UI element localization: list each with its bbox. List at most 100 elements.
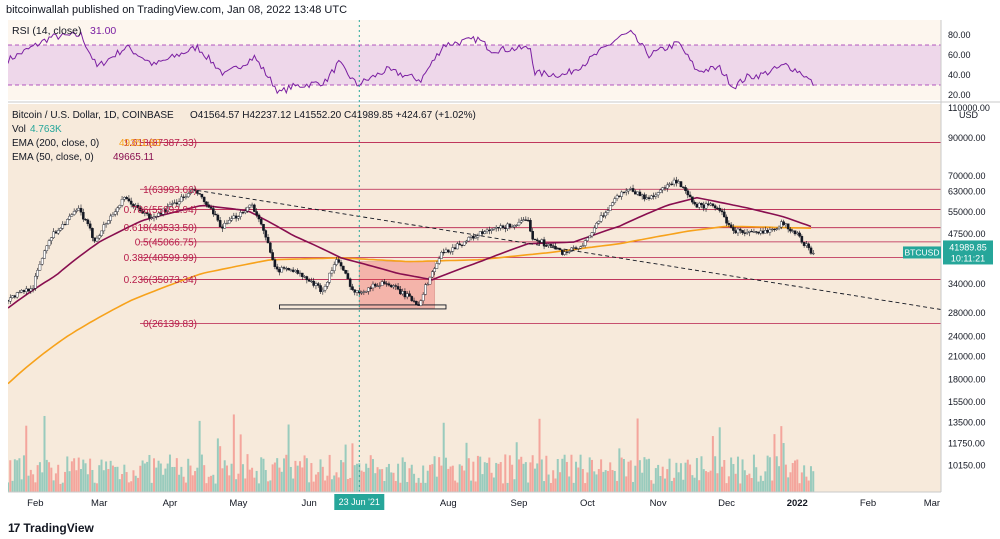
volume-bar xyxy=(130,481,133,492)
volume-bar xyxy=(381,469,384,492)
volume-label: Vol xyxy=(12,124,26,135)
volume-bar xyxy=(93,482,96,492)
candle-body xyxy=(168,204,172,207)
candle-body xyxy=(672,179,676,185)
volume-bar xyxy=(508,455,511,492)
candle-body xyxy=(777,226,781,229)
volume-bar xyxy=(666,469,669,492)
candle-body xyxy=(383,281,386,284)
candle-body xyxy=(113,211,117,215)
candle-body xyxy=(508,223,512,228)
volume-bar xyxy=(780,426,783,492)
candle-body xyxy=(709,203,712,206)
volume-bar xyxy=(442,422,445,492)
volume-bar xyxy=(241,464,244,492)
volume-bar xyxy=(171,466,174,492)
candle-body xyxy=(561,249,564,255)
volume-bar xyxy=(283,458,286,492)
volume-bar xyxy=(22,455,25,492)
price-tag-bg xyxy=(943,240,993,265)
candle-body xyxy=(533,238,537,241)
candle-body xyxy=(186,193,190,198)
volume-bar xyxy=(547,474,550,492)
volume-bar xyxy=(184,482,187,492)
candle-body xyxy=(221,226,224,229)
volume-bar xyxy=(679,463,682,492)
candle-body xyxy=(588,235,591,239)
volume-bar xyxy=(794,460,797,492)
volume-bar xyxy=(629,460,632,492)
candle-body xyxy=(428,276,432,285)
symbol-tag-bg xyxy=(903,246,941,259)
volume-bar xyxy=(294,460,297,492)
volume-bar xyxy=(321,466,324,492)
candle-body xyxy=(478,231,482,236)
candle-body xyxy=(549,244,553,246)
volume-bar xyxy=(29,469,32,492)
candle-body xyxy=(212,208,215,215)
candle-body xyxy=(725,216,728,224)
rsi-value: 31.00 xyxy=(90,25,116,37)
volume-bar xyxy=(727,476,730,492)
candle-body xyxy=(29,288,33,292)
candle-body xyxy=(22,290,26,292)
candle-body xyxy=(173,202,176,204)
volume-bar xyxy=(748,473,751,492)
volume-bar xyxy=(492,477,495,492)
candle-body xyxy=(595,222,598,229)
volume-bar xyxy=(711,436,714,492)
volume-bar xyxy=(248,469,251,492)
candle-body xyxy=(741,230,744,233)
volume-bar xyxy=(32,474,35,492)
candle-body xyxy=(180,196,183,202)
candle-body xyxy=(485,229,489,232)
candle-body xyxy=(529,220,532,232)
candle-body xyxy=(81,212,85,220)
candle-body xyxy=(109,215,112,221)
candle-body xyxy=(205,201,208,205)
candle-body xyxy=(811,252,815,255)
candle-body xyxy=(273,259,277,267)
ema200-line xyxy=(8,225,812,385)
volume-bar xyxy=(650,480,653,492)
candle-body xyxy=(52,231,55,238)
candle-body xyxy=(399,289,402,295)
candle-body xyxy=(665,184,669,189)
volume-bar xyxy=(730,457,733,492)
volume-bar xyxy=(390,472,393,492)
volume-bar xyxy=(356,463,359,492)
volume-bar xyxy=(483,462,486,492)
tradingview-logo[interactable]: 17 TradingView xyxy=(8,521,94,535)
candle-body xyxy=(255,211,258,216)
volume-bar xyxy=(173,466,176,492)
volume-bar xyxy=(387,463,390,492)
volume-bar xyxy=(48,462,51,492)
volume-bar xyxy=(739,483,742,492)
candle-body xyxy=(592,227,596,233)
time-tick-label: Jun xyxy=(301,498,316,509)
volume-bar xyxy=(216,438,219,492)
volume-bar xyxy=(419,482,422,492)
candle-body xyxy=(259,218,263,225)
rsi-line xyxy=(8,29,814,95)
candle-body xyxy=(376,285,379,288)
volume-bar xyxy=(581,469,584,492)
volume-bar xyxy=(178,474,181,492)
candle-body xyxy=(282,267,286,269)
volume-bar xyxy=(723,460,726,492)
candle-body xyxy=(412,300,416,302)
candle-body xyxy=(668,183,671,186)
candle-body xyxy=(750,230,753,233)
volume-bar xyxy=(251,467,254,492)
volume-bar xyxy=(652,483,655,492)
volume-bar xyxy=(707,472,710,492)
candle-body xyxy=(643,194,646,200)
candle-body xyxy=(234,215,238,219)
volume-bar xyxy=(803,465,806,492)
price-tick-label: 24000.00 xyxy=(948,331,986,341)
ohlc-readout: O41564.57 H42237.12 L41552.20 C41989.85 … xyxy=(190,110,476,121)
volume-bar xyxy=(782,443,785,492)
volume-bar xyxy=(408,468,411,492)
volume-bar xyxy=(333,475,336,492)
